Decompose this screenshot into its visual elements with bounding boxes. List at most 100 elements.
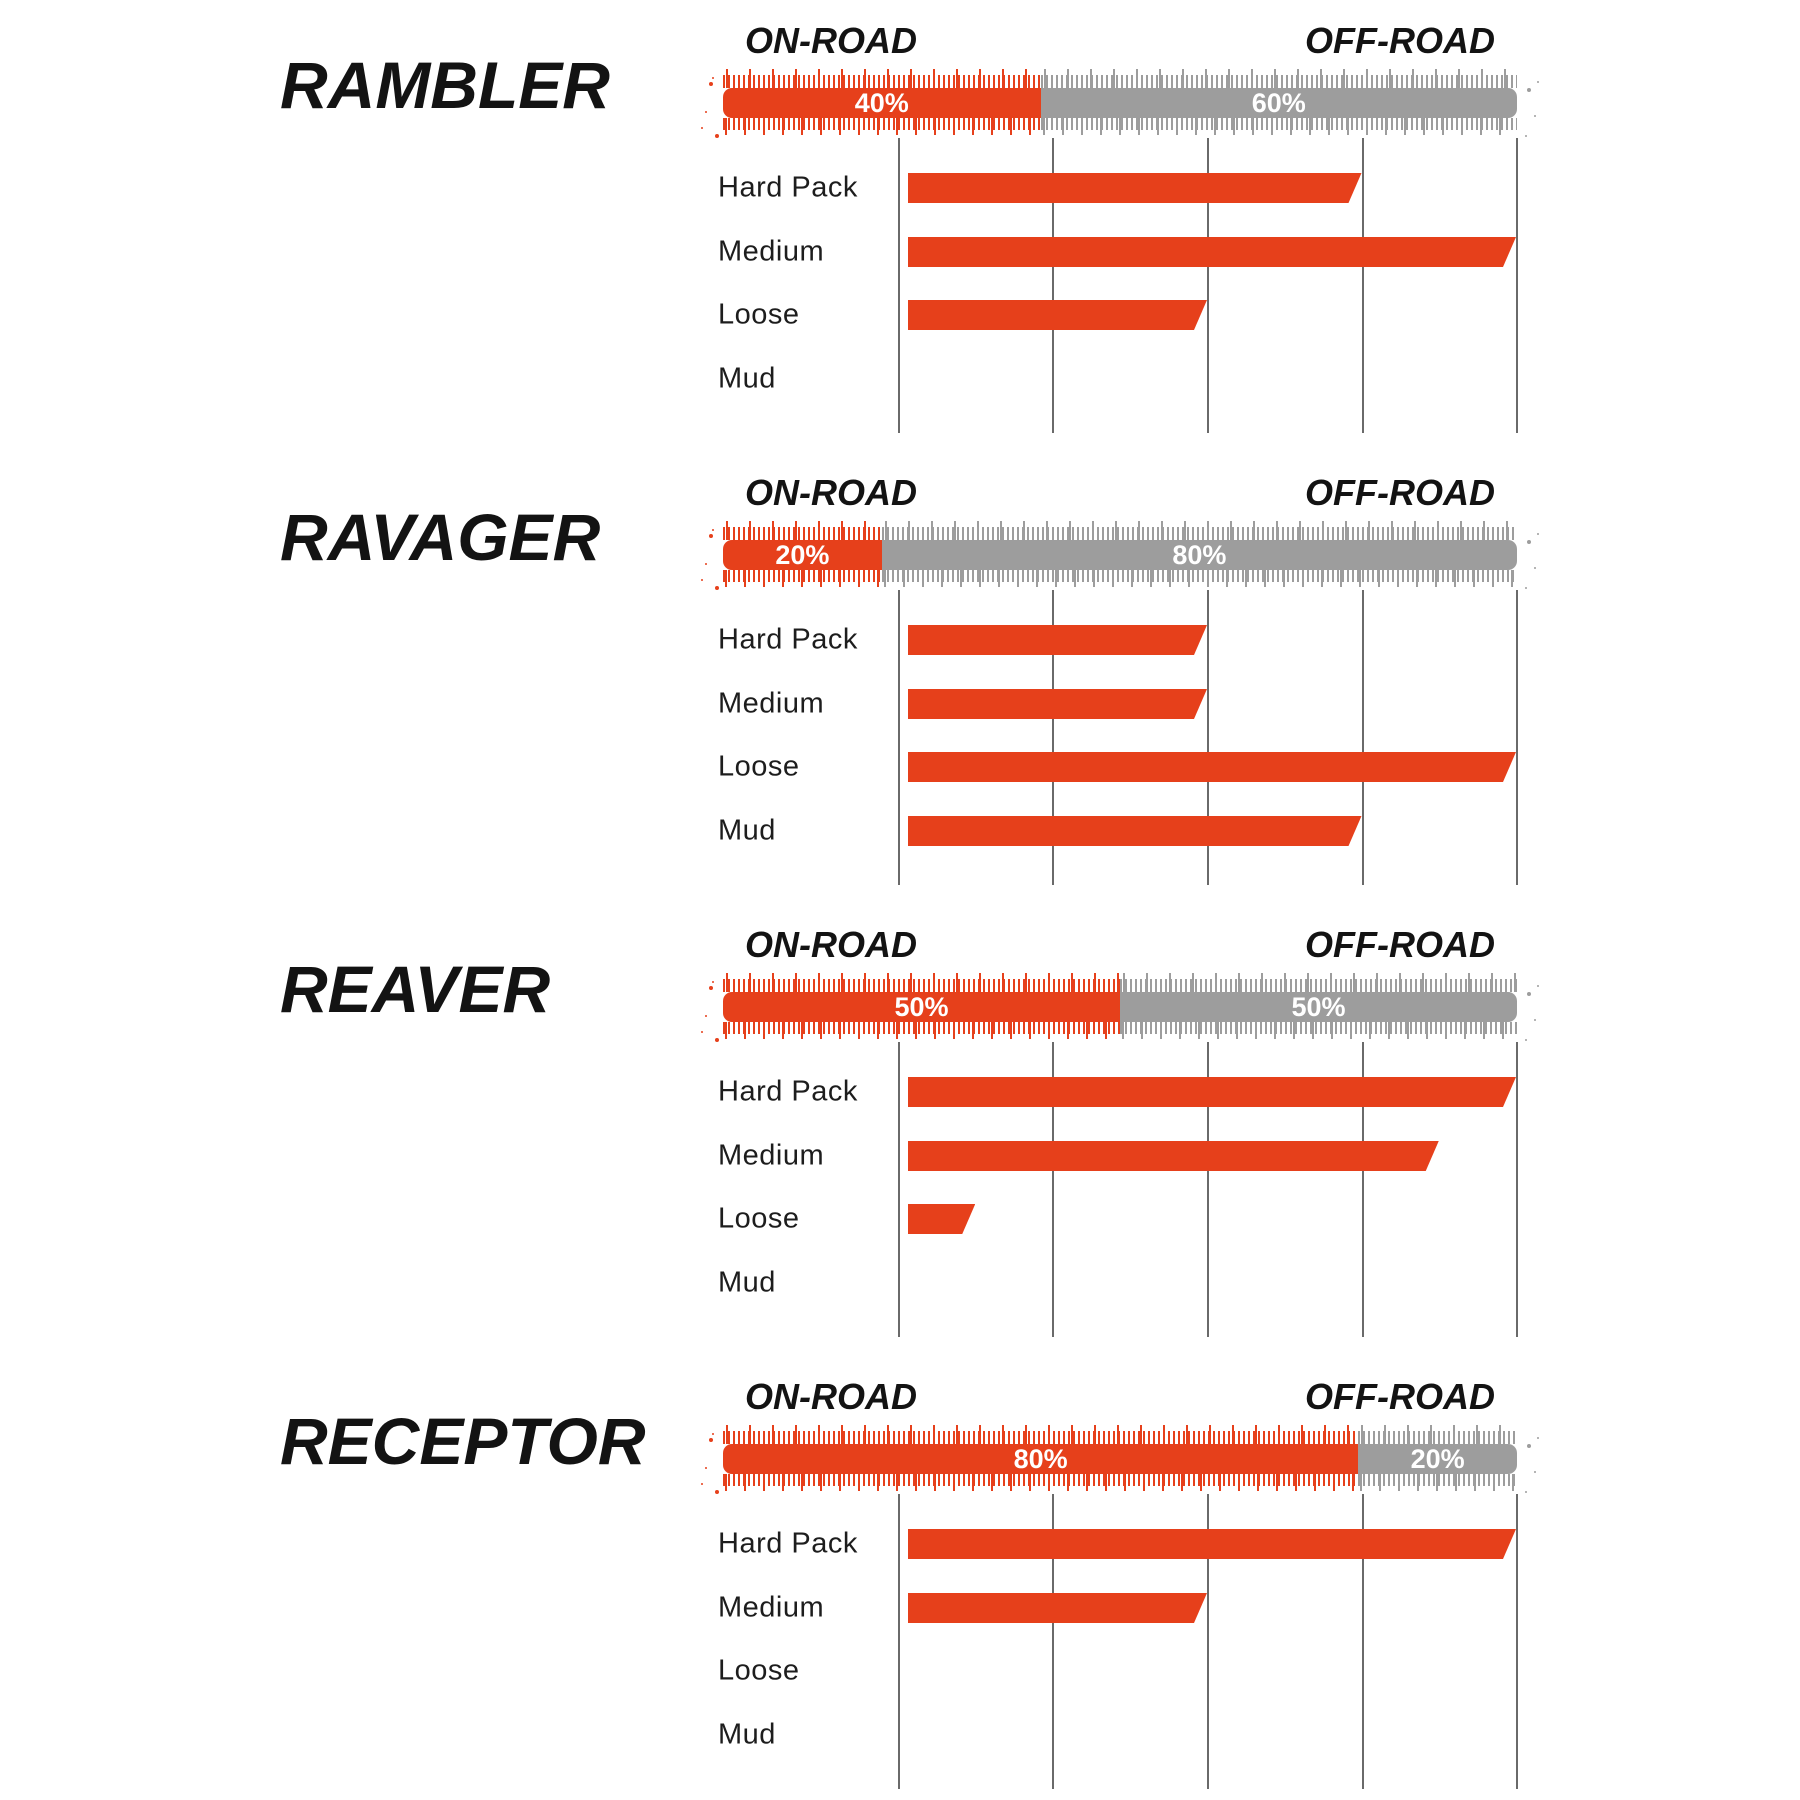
- tire-chart-section: REAVER ON-ROAD OFF-ROAD 50% 50% Hard Pac…: [0, 926, 1800, 1378]
- terrain-label: Loose: [718, 1654, 800, 1687]
- terrain-label: Mud: [718, 1266, 776, 1299]
- terrain-row: Hard Pack: [718, 171, 1618, 204]
- on-road-pct-value: 50%: [894, 991, 949, 1022]
- road-split-solid-bar: 50% 50%: [723, 992, 1517, 1022]
- terrain-label: Medium: [718, 235, 825, 268]
- terrain-bar: [908, 1529, 1516, 1559]
- on-road-pct-value: 80%: [1013, 1443, 1068, 1474]
- road-split-header: ON-ROAD OFF-ROAD: [723, 926, 1517, 968]
- terrain-bar: [908, 1141, 1439, 1171]
- terrain-bar: [908, 689, 1207, 719]
- terrain-label: Hard Pack: [718, 1075, 858, 1108]
- tread-fringe-top: [723, 520, 1517, 540]
- terrain-row: Hard Pack: [718, 1527, 1618, 1560]
- on-road-segment: 40%: [723, 88, 1041, 118]
- on-road-label: ON-ROAD: [745, 924, 917, 965]
- terrain-label: Hard Pack: [718, 171, 858, 204]
- terrain-label: Loose: [718, 298, 800, 331]
- terrain-label: Mud: [718, 814, 776, 847]
- terrain-label: Mud: [718, 362, 776, 395]
- tire-chart-section: RAMBLER ON-ROAD OFF-ROAD 40% 60% Hard Pa…: [0, 22, 1800, 474]
- terrain-row: Mud: [718, 1718, 1618, 1751]
- road-split-header: ON-ROAD OFF-ROAD: [723, 1378, 1517, 1420]
- terrain-label: Hard Pack: [718, 1527, 858, 1560]
- terrain-row: Mud: [718, 362, 1618, 395]
- terrain-bar: [908, 752, 1516, 782]
- terrain-row: Loose: [718, 750, 1618, 783]
- terrain-bar: [908, 300, 1207, 330]
- terrain-bar: [908, 1204, 975, 1234]
- terrain-label: Loose: [718, 750, 800, 783]
- terrain-row: Loose: [718, 1202, 1618, 1235]
- off-road-segment: 80%: [881, 539, 1517, 570]
- on-road-pct-value: 40%: [854, 87, 909, 118]
- tread-fringe-bottom: [723, 570, 1517, 588]
- tire-name: RAVAGER: [280, 500, 601, 574]
- terrain-label: Mud: [718, 1718, 776, 1751]
- tire-chart-section: RAVAGER ON-ROAD OFF-ROAD 20% 80% Hard Pa…: [0, 474, 1800, 926]
- tire-name: RAMBLER: [280, 48, 610, 122]
- on-road-label: ON-ROAD: [745, 472, 917, 513]
- road-split-solid-bar: 80% 20%: [723, 1444, 1517, 1474]
- terrain-row: Medium: [718, 1139, 1618, 1172]
- tread-fringe-bottom: [723, 1474, 1517, 1492]
- terrain-label: Loose: [718, 1202, 800, 1235]
- off-road-label: OFF-ROAD: [1305, 20, 1495, 61]
- road-split-bar: 40% 60%: [709, 68, 1531, 136]
- tread-fringe-top: [723, 972, 1517, 992]
- road-split-header: ON-ROAD OFF-ROAD: [723, 474, 1517, 516]
- terrain-row: Mud: [718, 1266, 1618, 1299]
- on-road-label: ON-ROAD: [745, 20, 917, 61]
- tread-fringe-top: [723, 1424, 1517, 1444]
- tread-fringe-bottom: [723, 118, 1517, 136]
- terrain-row: Medium: [718, 1591, 1618, 1624]
- terrain-bar: [908, 625, 1207, 655]
- off-road-segment: 50%: [1120, 992, 1517, 1022]
- grid-lines: [898, 1042, 1518, 1337]
- off-road-pct-value: 20%: [1410, 1443, 1465, 1474]
- terrain-row: Loose: [718, 1654, 1618, 1687]
- off-road-segment: 60%: [1040, 87, 1517, 118]
- tire-chart-section: RECEPTOR ON-ROAD OFF-ROAD 80% 20% Hard P…: [0, 1378, 1800, 1800]
- terrain-bar: [908, 173, 1362, 203]
- off-road-pct-value: 50%: [1291, 991, 1346, 1022]
- on-road-label: ON-ROAD: [745, 1376, 917, 1417]
- terrain-bar: [908, 237, 1516, 267]
- terrain-row: Hard Pack: [718, 623, 1618, 656]
- terrain-row: Medium: [718, 687, 1618, 720]
- off-road-label: OFF-ROAD: [1305, 924, 1495, 965]
- road-split-solid-bar: 40% 60%: [723, 88, 1517, 118]
- off-road-label: OFF-ROAD: [1305, 1376, 1495, 1417]
- off-road-pct-value: 60%: [1251, 87, 1306, 118]
- tread-fringe-bottom: [723, 1022, 1517, 1040]
- road-split-header: ON-ROAD OFF-ROAD: [723, 22, 1517, 64]
- off-road-segment: 20%: [1358, 1444, 1517, 1474]
- off-road-label: OFF-ROAD: [1305, 472, 1495, 513]
- terrain-row: Mud: [718, 814, 1618, 847]
- terrain-row: Medium: [718, 235, 1618, 268]
- on-road-segment: 50%: [723, 992, 1120, 1022]
- terrain-label: Hard Pack: [718, 623, 858, 656]
- terrain-row: Hard Pack: [718, 1075, 1618, 1108]
- tire-name: REAVER: [280, 952, 551, 1026]
- road-split-bar: 20% 80%: [709, 520, 1531, 588]
- tread-fringe-top: [723, 68, 1517, 88]
- on-road-segment: 80%: [723, 1443, 1359, 1474]
- terrain-label: Medium: [718, 1139, 825, 1172]
- terrain-bar: [908, 1077, 1516, 1107]
- tire-name: RECEPTOR: [280, 1404, 646, 1478]
- terrain-label: Medium: [718, 687, 825, 720]
- road-split-bar: 80% 20%: [709, 1424, 1531, 1492]
- terrain-label: Medium: [718, 1591, 825, 1624]
- terrain-bar: [908, 1593, 1207, 1623]
- road-split-solid-bar: 20% 80%: [723, 540, 1517, 570]
- grid-lines: [898, 590, 1518, 885]
- on-road-pct-value: 20%: [775, 539, 830, 570]
- off-road-pct-value: 80%: [1172, 539, 1227, 570]
- road-split-bar: 50% 50%: [709, 972, 1531, 1040]
- grid-lines: [898, 138, 1518, 433]
- grid-lines: [898, 1494, 1518, 1789]
- terrain-bar: [908, 816, 1362, 846]
- on-road-segment: 20%: [723, 540, 882, 570]
